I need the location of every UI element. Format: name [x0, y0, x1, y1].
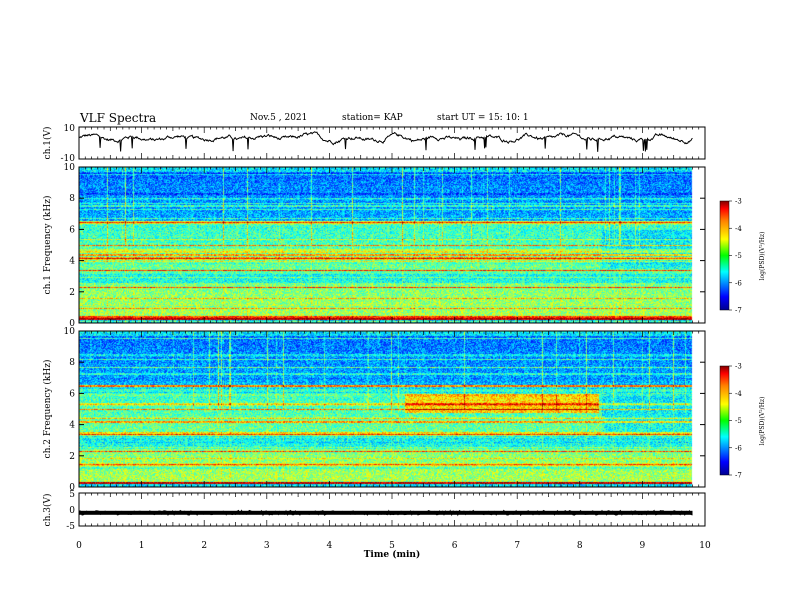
ch3-waveform-band	[79, 510, 693, 515]
ch2-colorbar: -3 -4 -5 -6 -7 log(PSD)(V²/Hz)	[719, 363, 766, 480]
colorbar-tick-label: -6	[735, 444, 742, 452]
ch2-spectrogram-panel: 0 2 4 6 8 10 ch.2 Frequency (kHz)	[42, 327, 706, 493]
ch1-ytick-bottom: -10	[61, 154, 76, 164]
ch3-ytick-bottom: -5	[66, 522, 75, 532]
freq-tick-label: 0	[69, 319, 75, 329]
colorbar-tick-label: -5	[735, 417, 742, 425]
colorbar-tick-label: -7	[735, 307, 742, 315]
time-tick-label: 9	[640, 541, 646, 551]
ch2-spectrogram-ylabel: ch.2 Frequency (kHz)	[42, 360, 53, 459]
time-tick-label: 8	[577, 541, 583, 551]
spectrogram-raster	[79, 167, 705, 323]
time-tick-label: 3	[264, 541, 270, 551]
freq-tick-label: 10	[64, 327, 76, 337]
ch3-ytick-top: 5	[69, 490, 75, 500]
freq-tick-label: 4	[69, 421, 75, 431]
ch1-spectrogram-image	[79, 167, 705, 323]
time-tick-label: 5	[389, 541, 395, 551]
freq-tick-label: 8	[69, 194, 75, 204]
freq-tick-label: 6	[69, 225, 75, 235]
time-tick-label: 0	[76, 541, 82, 551]
ch1-ytick-top: 10	[64, 124, 76, 134]
freq-tick-label: 2	[69, 452, 75, 462]
ch1-spectrogram-panel: 0 2 4 6 8 10 ch.1 Frequency (kHz)	[42, 163, 706, 329]
ch2-spectrogram-image	[79, 331, 705, 487]
colorbar-tick-label: -3	[735, 198, 742, 206]
spectrogram-raster	[79, 331, 705, 487]
ch2-colorbar-label: log(PSD)(V²/Hz)	[759, 397, 766, 446]
freq-tick-label: 10	[64, 163, 76, 173]
time-axis: 0 1 2 3 4 5 6 7 8 9 10	[76, 127, 711, 551]
colorbar-tick-label: -7	[735, 472, 742, 480]
freq-tick-label: 2	[69, 288, 75, 298]
time-tick-label: 7	[514, 541, 520, 551]
time-tick-label: 1	[139, 541, 145, 551]
ch1-waveform-ylabel: ch.1(V)	[42, 127, 53, 160]
colorbar-tick-label: -4	[735, 390, 742, 398]
colorbar-tick-label: -5	[735, 252, 742, 260]
colorbar-tick-label: -3	[735, 363, 742, 371]
time-tick-label: 6	[452, 541, 458, 551]
time-tick-label: 4	[327, 541, 333, 551]
colorbar-tick-label: -6	[735, 279, 742, 287]
freq-tick-label: 8	[69, 358, 75, 368]
ch1-colorbar-label: log(PSD)(V²/Hz)	[759, 232, 766, 281]
station-label: station= KAP	[342, 113, 403, 123]
time-tick-label: 2	[201, 541, 207, 551]
figure-title: VLF Spectra	[80, 111, 157, 125]
ch1-waveform-line	[79, 131, 693, 152]
date-label: Nov.5 , 2021	[250, 113, 308, 123]
freq-tick-label: 6	[69, 389, 75, 399]
ch3-waveform-line	[79, 509, 693, 517]
ch3-ytick-mid: 0	[69, 506, 75, 516]
ch2-colorbar-scale	[719, 365, 730, 476]
ch3-waveform-ylabel: ch.3(V)	[42, 494, 53, 527]
x-axis-label: Time (min)	[364, 549, 421, 560]
time-tick-label: 10	[699, 541, 711, 551]
ch1-spectrogram-ylabel: ch.1 Frequency (kHz)	[42, 196, 53, 295]
ch1-colorbar: -3 -4 -5 -6 -7 log(PSD)(V²/Hz)	[719, 198, 766, 315]
ch1-colorbar-scale	[719, 200, 730, 311]
colorbar-tick-label: -4	[735, 225, 742, 233]
freq-tick-label: 0	[69, 483, 75, 493]
freq-tick-label: 4	[69, 257, 75, 267]
start-time-label: start UT = 15: 10: 1	[437, 113, 529, 123]
